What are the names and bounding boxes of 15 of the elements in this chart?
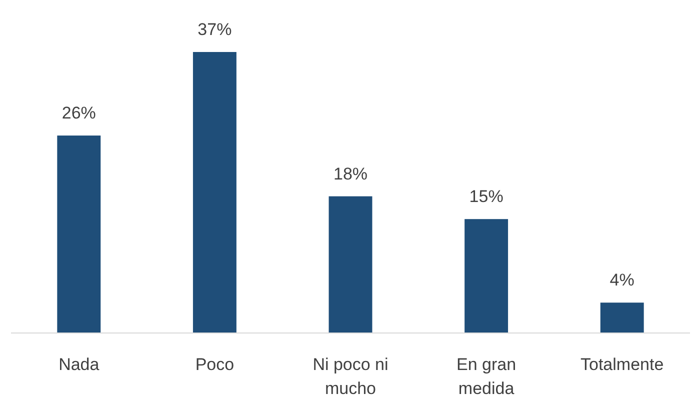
bar: [328, 196, 372, 333]
x-tick-label: Totalmente: [580, 355, 664, 374]
data-label: 37%: [198, 20, 232, 39]
data-label: 15%: [469, 187, 504, 206]
data-label: 26%: [62, 104, 96, 123]
x-tick-label: En gran medida: [456, 355, 516, 398]
x-tick-label: Poco: [195, 355, 234, 374]
data-label: 4%: [610, 270, 634, 290]
bar: [192, 52, 236, 333]
bar: [464, 219, 508, 333]
x-tick-label: Nada: [58, 355, 100, 374]
bar: [600, 302, 644, 333]
x-tick-label: Ni poco ni mucho: [312, 355, 388, 398]
data-label: 18%: [333, 164, 368, 184]
bar: [57, 136, 101, 333]
